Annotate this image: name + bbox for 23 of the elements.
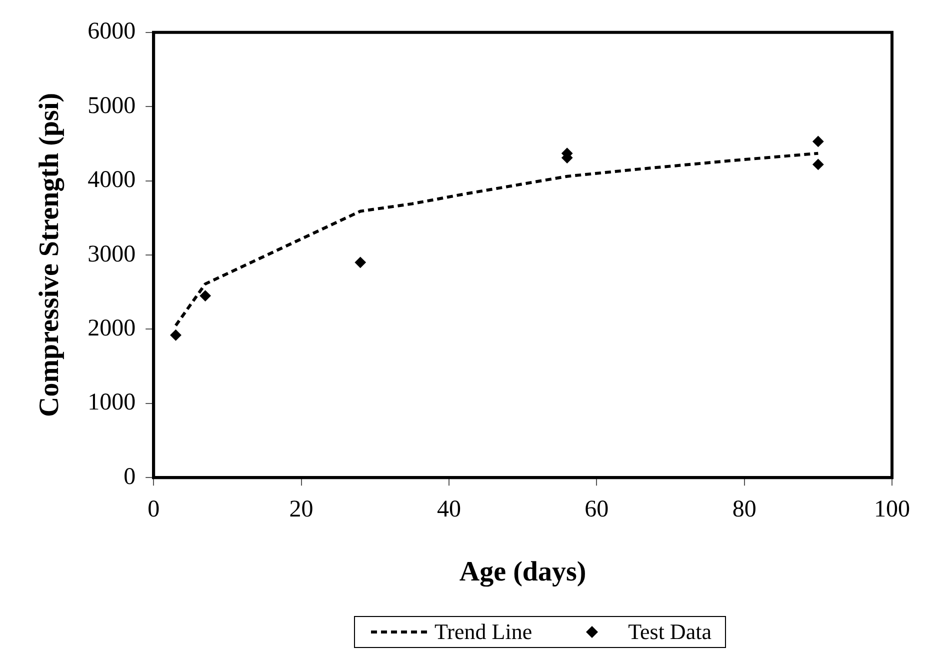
legend-label: Trend Line	[434, 619, 532, 645]
x-tick-label: 100	[874, 496, 910, 522]
point	[812, 158, 824, 170]
point	[200, 290, 211, 302]
x-tick-label: 60	[584, 496, 609, 522]
legend-label: Test Data	[628, 619, 712, 645]
point	[170, 330, 182, 341]
y-tick-label: 1000	[88, 390, 136, 416]
x-tick-label: 0	[148, 496, 160, 522]
x-tick-label: 80	[732, 496, 756, 522]
point	[354, 256, 366, 268]
y-axis-title: Compressive Strength (psi)	[34, 92, 66, 418]
y-tick-label: 0	[124, 464, 136, 490]
line-series	[174, 152, 820, 327]
y-tick-label: 4000	[88, 167, 136, 194]
y-tick-label: 6000	[88, 18, 136, 45]
y-tick-label: 2000	[88, 315, 136, 342]
y-tick-label: 3000	[88, 241, 136, 268]
x-axis-title: Age (days)	[459, 556, 586, 588]
point	[812, 136, 824, 147]
x-tick-label: 20	[289, 496, 314, 522]
y-tick-label: 5000	[88, 92, 136, 119]
x-tick-label: 40	[436, 496, 461, 522]
